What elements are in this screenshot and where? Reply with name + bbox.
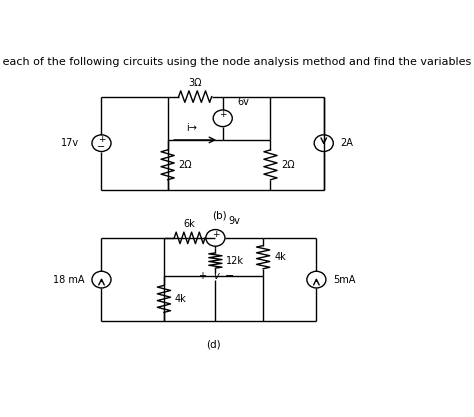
Text: 12k: 12k: [227, 256, 245, 266]
Text: −: −: [225, 271, 234, 281]
Text: 2A: 2A: [341, 138, 354, 148]
Text: 6k: 6k: [184, 219, 196, 229]
Text: i→: i→: [186, 123, 197, 133]
Text: −: −: [98, 142, 106, 152]
Text: +: +: [199, 271, 207, 281]
Text: +: +: [98, 135, 105, 144]
Text: v: v: [213, 271, 219, 281]
Text: 2Ω: 2Ω: [282, 160, 295, 170]
Text: 2Ω: 2Ω: [179, 160, 192, 170]
Text: 18 mA: 18 mA: [53, 275, 84, 285]
Text: +: +: [211, 230, 219, 239]
Text: 4k: 4k: [274, 252, 286, 262]
Text: +: +: [219, 110, 227, 119]
Text: 3Ω: 3Ω: [189, 78, 202, 88]
Text: 5mA: 5mA: [333, 275, 356, 285]
Text: (d): (d): [206, 339, 221, 349]
Text: Analyze each of the following circuits using the node analysis method and find t: Analyze each of the following circuits u…: [0, 57, 474, 67]
Text: 9v: 9v: [228, 216, 240, 226]
Text: 17v: 17v: [61, 138, 79, 148]
Text: 6v: 6v: [238, 97, 250, 107]
Text: (b): (b): [212, 211, 227, 221]
Text: 4k: 4k: [175, 294, 187, 304]
